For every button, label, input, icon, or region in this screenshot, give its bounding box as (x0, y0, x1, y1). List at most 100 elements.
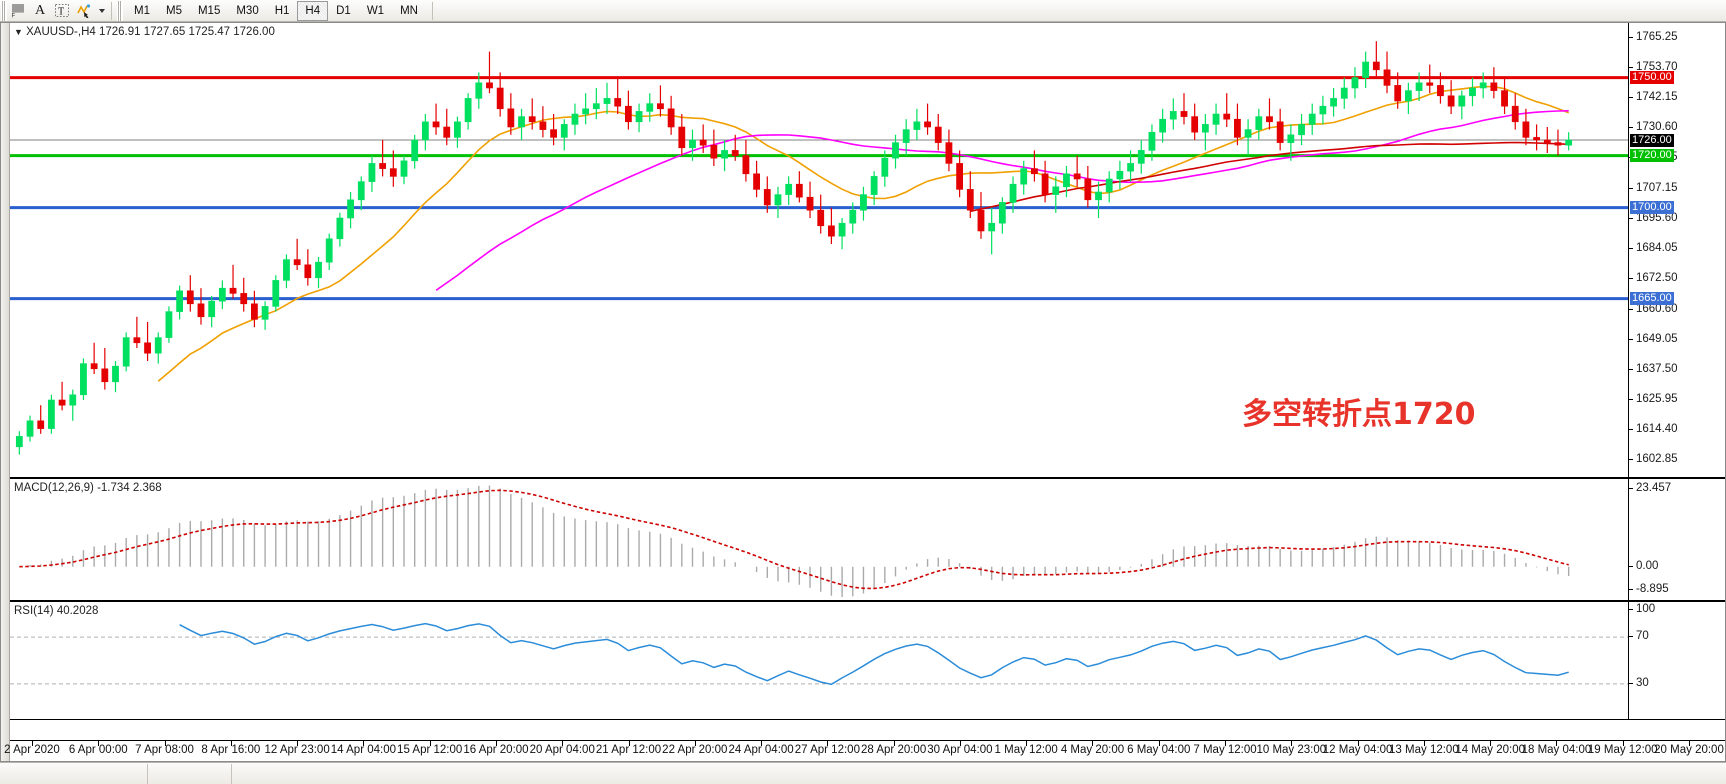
timeframe-grip[interactable] (117, 0, 123, 21)
tick-mark (1629, 309, 1633, 311)
price-panel[interactable]: 1765.251753.701742.151730.601719.051707.… (10, 23, 1725, 478)
time-tick-mark (164, 741, 166, 746)
rsi-tick-label: 70 (1636, 630, 1649, 643)
objects-icon[interactable] (73, 1, 95, 21)
time-tick-mark (429, 741, 431, 746)
crosshair-icon[interactable]: F (7, 1, 29, 21)
time-tick-mark (297, 741, 299, 746)
tick-mark (1629, 682, 1633, 684)
svg-text:T: T (58, 7, 64, 18)
tick-mark (1629, 609, 1633, 610)
timeframe-w1[interactable]: W1 (366, 4, 385, 17)
time-tick-mark (1556, 741, 1558, 746)
time-axis-label: 28 Apr 20:00 (861, 744, 927, 756)
time-axis-label: 19 May 12:00 (1587, 744, 1658, 756)
time-tick-mark (1357, 741, 1359, 746)
price-tick-label: 1602.85 (1636, 453, 1678, 466)
macd-plot-area[interactable] (10, 479, 1628, 600)
time-axis-label: 2 Apr 2020 (4, 744, 60, 756)
chart-frame: 1765.251753.701742.151730.601719.051707.… (0, 22, 1726, 762)
timeframe-m15[interactable]: M15 (197, 4, 221, 17)
time-tick-mark (959, 741, 961, 746)
price-tick-label: 1742.15 (1636, 91, 1678, 103)
collapse-arrow-icon[interactable]: ▼ (14, 27, 23, 37)
rsi-tick-label: 30 (1636, 676, 1649, 689)
price-tick-label: 1765.25 (1636, 30, 1678, 43)
time-axis-label: 6 Apr 00:00 (68, 744, 128, 756)
price-tick-label: 1660.60 (1636, 303, 1678, 316)
price-tick-label: 1672.50 (1636, 272, 1678, 285)
rsi-axis[interactable]: 100 70 30 (1628, 602, 1725, 719)
time-tick-mark (1158, 741, 1160, 746)
price-plot-area[interactable] (10, 23, 1628, 477)
time-axis-label: 8 Apr 16:00 (201, 744, 261, 756)
time-tick-mark (1092, 741, 1094, 746)
price-axis[interactable]: 1765.251753.701742.151730.601719.051707.… (1628, 23, 1725, 477)
macd-panel[interactable]: 23.457 0.00 -8.895 MACD(12,26,9) -1.734 2.… (10, 478, 1725, 601)
time-tick-mark (98, 741, 100, 746)
tick-mark (1629, 188, 1633, 189)
tick-mark (1629, 36, 1633, 38)
rsi-panel[interactable]: 100 70 30 RSI(14) 40.2028 (10, 601, 1725, 720)
status-cell-1 (0, 763, 148, 784)
status-cell-3 (232, 764, 1726, 784)
timeframe-h4[interactable]: H4 (297, 0, 329, 21)
level-badge-1720: 1720.00 (1630, 149, 1674, 163)
timeframe-group: M1 M5 M15 M30 H1 H4 D1 W1 MN (126, 0, 426, 21)
tick-mark (1629, 248, 1633, 250)
chart-symbol-header: ▼ XAUUSD-,H4 1726.91 1727.65 1725.47 172… (14, 26, 275, 38)
time-tick-mark (893, 741, 895, 746)
time-tick-mark (1490, 741, 1492, 746)
symbol-ohlc-text: XAUUSD-,H4 1726.91 1727.65 1725.47 1726.… (26, 26, 275, 38)
svg-text:F: F (11, 14, 15, 19)
timeframe-m5[interactable]: M5 (165, 4, 182, 17)
time-tick-mark (827, 741, 829, 746)
tick-mark (1629, 127, 1633, 129)
time-axis-label: 1 May 12:00 (994, 744, 1058, 756)
time-axis-label: 15 Apr 12:00 (397, 744, 463, 756)
toolbar-separator-2 (431, 1, 433, 20)
tick-mark (1629, 589, 1633, 590)
tick-mark (1629, 97, 1633, 98)
time-tick-mark (32, 741, 33, 746)
time-axis-label: 20 Apr 04:00 (529, 744, 595, 756)
time-axis-label: 4 May 20:00 (1060, 744, 1125, 756)
text-box-icon[interactable]: T (51, 1, 73, 21)
rsi-plot-area[interactable] (10, 602, 1628, 719)
status-bar (0, 762, 1726, 784)
tick-mark (1629, 488, 1633, 489)
tick-mark (1629, 278, 1633, 280)
price-tick-label: 1730.60 (1636, 121, 1678, 134)
time-tick-mark (562, 741, 564, 746)
timeframe-h1[interactable]: H1 (274, 4, 290, 17)
toolbar-grip[interactable] (1, 0, 7, 21)
timeframe-d1[interactable]: D1 (336, 4, 351, 17)
level-badge-1700: 1700.00 (1630, 201, 1674, 215)
chart-scrollbar-left[interactable] (1, 23, 10, 761)
timeframe-mn[interactable]: MN (400, 4, 418, 17)
time-axis-label: 14 May 20:00 (1455, 744, 1525, 756)
text-label-icon[interactable]: A (34, 2, 46, 18)
time-axis-label: 10 May 23:00 (1256, 744, 1327, 756)
time-axis-label: 13 May 12:00 (1389, 744, 1459, 756)
timeframe-m1[interactable]: M1 (134, 4, 150, 17)
time-axis-label: 24 Apr 04:00 (728, 744, 794, 756)
time-tick-mark (495, 741, 497, 746)
chart-annotation-text: 多空转折点1720 (1242, 397, 1476, 432)
macd-axis[interactable]: 23.457 0.00 -8.895 (1628, 479, 1725, 600)
time-tick-mark (1689, 741, 1690, 746)
time-axis-label: 7 May 12:00 (1193, 744, 1257, 756)
time-axis-label: 6 May 04:00 (1127, 744, 1191, 756)
time-tick-mark (694, 741, 696, 746)
tick-mark (1629, 369, 1633, 371)
time-axis-label: 30 Apr 04:00 (927, 744, 993, 756)
time-axis[interactable]: 2 Apr 2020 6 Apr 00:00 7 Apr 08:00 8 Apr 16… (4, 740, 1725, 761)
timeframe-m30[interactable]: M30 (236, 4, 259, 17)
objects-dropdown-icon[interactable] (95, 1, 107, 21)
toolbar: F A T M1 M5 M15 M30 H1 H (0, 0, 1726, 22)
price-tick-label: 1707.15 (1636, 182, 1678, 194)
rsi-tick-label: 100 (1636, 603, 1656, 615)
time-axis-label: 16 Apr 20:00 (463, 744, 529, 756)
time-axis-label: 7 Apr 08:00 (135, 744, 194, 756)
time-tick-mark (230, 741, 232, 746)
